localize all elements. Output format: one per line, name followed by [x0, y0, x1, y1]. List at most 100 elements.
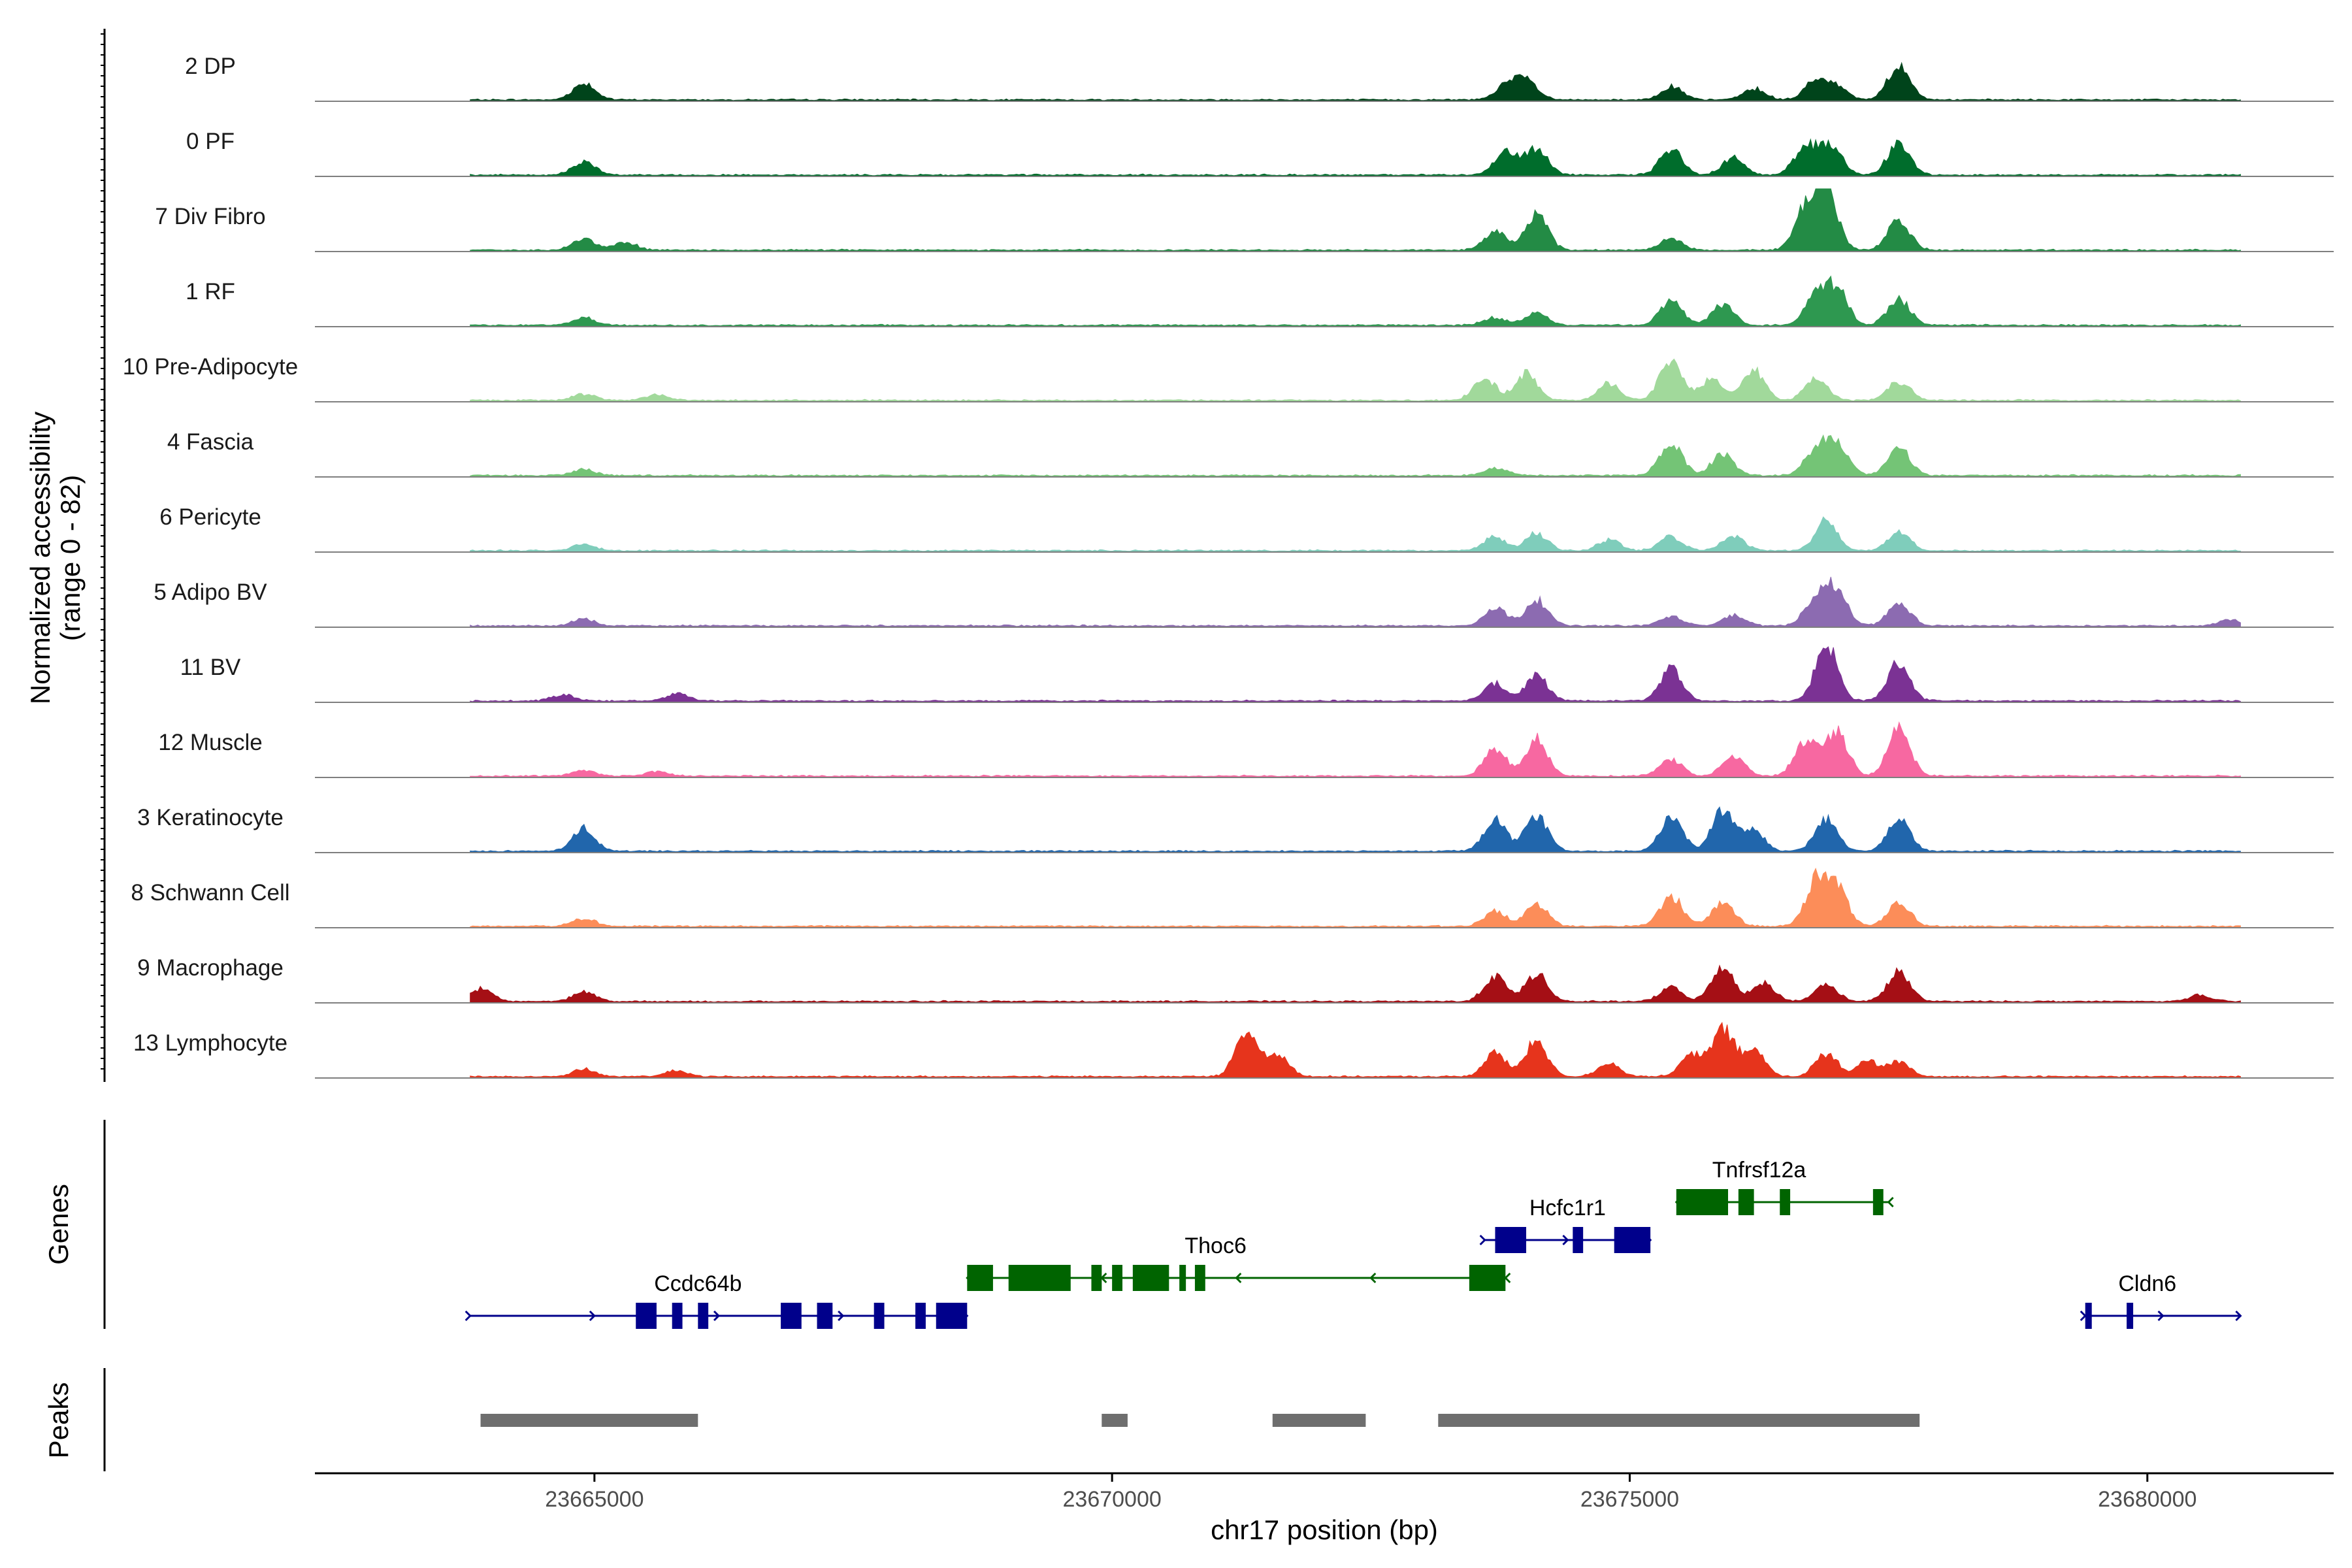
coverage-tracks: 2 DP 0 PF 7 Div Fibro 1 RF 10 Pre-Adipocyte 4…	[123, 54, 2334, 1079]
coverage-track: 9 Macrophage	[137, 955, 2334, 1004]
gene-exon	[967, 1265, 993, 1291]
coverage-area	[470, 1022, 2241, 1079]
gene-label: Ccdc64b	[654, 1271, 742, 1296]
strand-arrow	[1887, 1196, 1894, 1208]
coverage-area	[470, 646, 2241, 703]
strand-arrow	[1562, 1234, 1569, 1246]
strand-arrow	[1369, 1272, 1377, 1284]
coverage-area	[470, 358, 2241, 402]
coverage-area	[470, 275, 2241, 327]
peak-region	[1102, 1414, 1128, 1427]
strand-arrow	[838, 1310, 845, 1322]
coverage-y-ticks	[101, 33, 105, 1070]
x-axis-label: chr17 position (bp)	[1211, 1514, 1438, 1545]
strand-arrow	[2157, 1310, 2164, 1322]
coverage-area	[470, 868, 2241, 928]
coverage-area	[470, 188, 2241, 252]
track-label: 13 Lymphocyte	[133, 1030, 287, 1056]
gene-exon	[1614, 1227, 1651, 1253]
track-label: 8 Schwann Cell	[131, 880, 289, 906]
gene-ccdc64b: Ccdc64b	[465, 1271, 969, 1329]
gene-exon	[1132, 1265, 1169, 1291]
track-label: 5 Adipo BV	[154, 580, 267, 605]
coverage-area	[470, 964, 2241, 1004]
gene-exon	[2085, 1303, 2092, 1329]
track-label: 2 DP	[185, 54, 236, 79]
gene-exon	[672, 1303, 683, 1329]
peaks-panel-label: Peaks	[43, 1382, 74, 1459]
gene-exon	[1872, 1189, 1884, 1215]
coverage-track: 8 Schwann Cell	[131, 868, 2334, 928]
track-label: 3 Keratinocyte	[137, 805, 284, 830]
coverage-area	[470, 61, 2241, 102]
gene-exon	[1738, 1189, 1754, 1215]
gene-exon	[1091, 1265, 1102, 1291]
peak-track	[480, 1414, 1920, 1427]
strand-arrow	[1235, 1272, 1242, 1284]
track-label: 12 Muscle	[158, 730, 263, 755]
track-label: 4 Fascia	[167, 429, 254, 455]
track-label: 0 PF	[186, 129, 235, 154]
coverage-track: 6 Pericyte	[159, 504, 2334, 553]
gene-exon	[1573, 1227, 1584, 1253]
x-tick-label: 23675000	[1580, 1487, 1679, 1512]
coverage-track: 7 Div Fibro	[155, 188, 2334, 252]
gene-exon	[1676, 1189, 1728, 1215]
coverage-track: 1 RF	[186, 275, 2334, 327]
gene-tnfrsf12a: Tnfrsf12a	[1674, 1158, 1894, 1215]
coverage-area	[470, 721, 2241, 778]
gene-exon	[936, 1303, 968, 1329]
gene-label: Tnfrsf12a	[1712, 1158, 1806, 1183]
coverage-track: 0 PF	[186, 129, 2334, 177]
coverage-y-label-line1: Normalized accessibility	[25, 412, 56, 704]
coverage-track: 5 Adipo BV	[154, 576, 2334, 628]
gene-exon	[915, 1303, 926, 1329]
coverage-track: 10 Pre-Adipocyte	[123, 354, 2334, 402]
gene-exon	[2127, 1303, 2134, 1329]
gene-exon	[1194, 1265, 1205, 1291]
peak-region	[480, 1414, 698, 1427]
coverage-area	[470, 516, 2241, 553]
strand-arrow	[1479, 1234, 1486, 1246]
gene-exon	[817, 1303, 833, 1329]
coverage-track: 4 Fascia	[167, 429, 2334, 478]
track-label: 9 Macrophage	[137, 955, 284, 981]
x-tick-label: 23665000	[545, 1487, 644, 1512]
gene-label: Thoc6	[1184, 1233, 1247, 1258]
peak-region	[1438, 1414, 1920, 1427]
genes-panel-label: Genes	[43, 1184, 74, 1265]
gene-track: Ccdc64b Thoc6 Hcfc1r1 Tnfrsf12a Cldn6	[465, 1158, 2242, 1329]
coverage-area	[470, 138, 2241, 177]
gene-exon	[698, 1303, 709, 1329]
gene-exon	[1495, 1227, 1526, 1253]
x-axis-ticks: 23665000 23670000 23675000 23680000	[545, 1473, 2197, 1512]
track-label: 10 Pre-Adipocyte	[123, 354, 298, 380]
gene-cldn6: Cldn6	[2080, 1271, 2242, 1329]
gene-label: Cldn6	[2118, 1271, 2176, 1296]
strand-arrow	[589, 1310, 596, 1322]
coverage-track: 3 Keratinocyte	[137, 805, 2334, 853]
track-label: 7 Div Fibro	[155, 204, 265, 229]
track-label: 1 RF	[186, 279, 235, 304]
gene-exon	[1112, 1265, 1122, 1291]
peak-region	[1272, 1414, 1366, 1427]
coverage-area	[470, 576, 2241, 628]
track-label: 6 Pericyte	[159, 504, 261, 530]
strand-arrow	[465, 1310, 472, 1322]
coverage-track: 13 Lymphocyte	[133, 1022, 2334, 1079]
gene-hcfc1r1: Hcfc1r1	[1479, 1196, 1652, 1253]
coverage-area	[470, 806, 2241, 853]
gene-exon	[636, 1303, 657, 1329]
gene-label: Hcfc1r1	[1529, 1196, 1606, 1220]
strand-arrow	[2235, 1310, 2242, 1322]
coverage-track: 12 Muscle	[158, 721, 2334, 778]
strand-arrow	[713, 1310, 721, 1322]
coverage-area	[470, 434, 2241, 478]
x-tick-label: 23680000	[2098, 1487, 2197, 1512]
coverage-y-label-line2: (range 0 - 82)	[55, 475, 86, 641]
gene-exon	[1469, 1265, 1506, 1291]
gene-exon	[781, 1303, 802, 1329]
gene-thoc6: Thoc6	[966, 1233, 1511, 1291]
